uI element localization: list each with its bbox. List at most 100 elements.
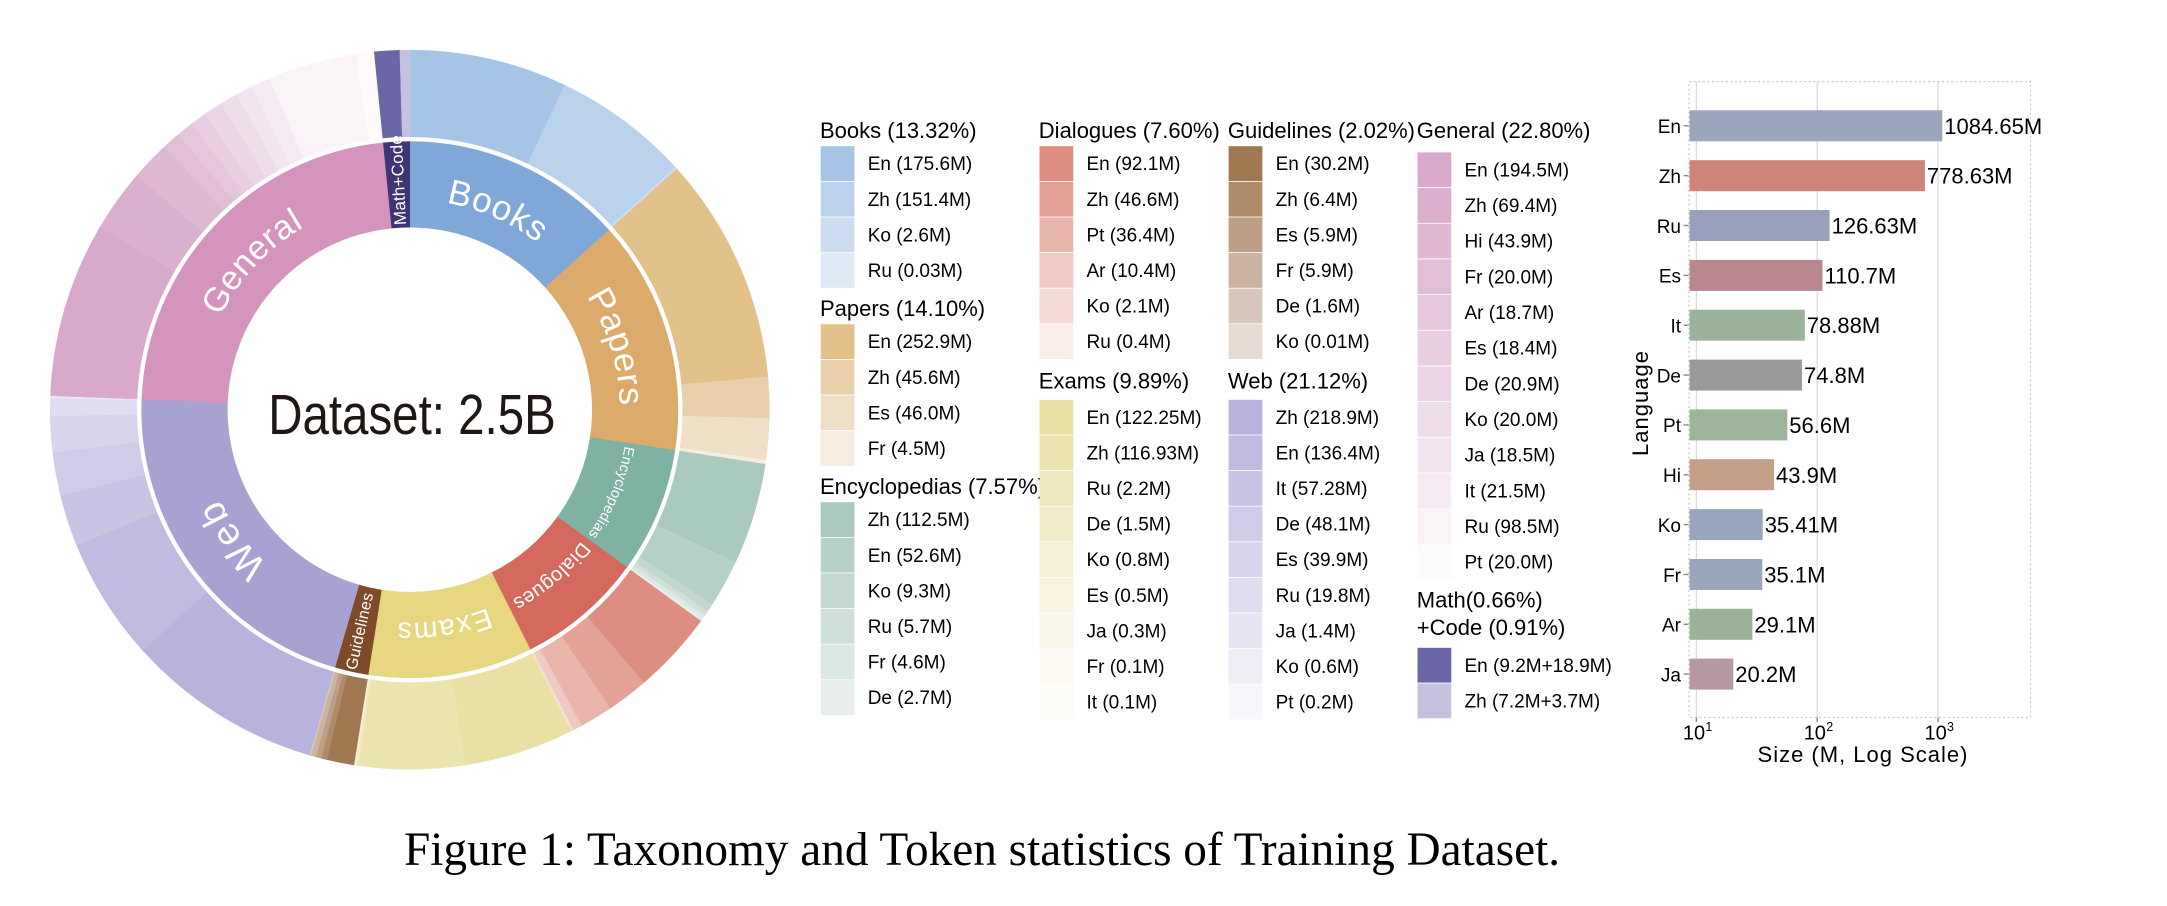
- svg-text:Ja (1.4M): Ja (1.4M): [1276, 621, 1356, 642]
- svg-text:43.9M: 43.9M: [1776, 463, 1837, 488]
- svg-text:778.63M: 778.63M: [1927, 164, 2013, 189]
- svg-text:Ru (0.03M): Ru (0.03M): [868, 261, 963, 282]
- svg-text:Zh (218.9M): Zh (218.9M): [1276, 408, 1379, 429]
- svg-text:Es (39.9M): Es (39.9M): [1276, 550, 1369, 571]
- svg-text:De (1.6M): De (1.6M): [1276, 297, 1360, 318]
- svg-text:Language: Language: [1628, 350, 1653, 456]
- svg-text:It (21.5M): It (21.5M): [1465, 481, 1546, 502]
- svg-text:10: 10: [1804, 723, 1826, 745]
- svg-text:Exams (9.89%): Exams (9.89%): [1039, 369, 1189, 394]
- svg-text:Ja (0.3M): Ja (0.3M): [1087, 621, 1167, 642]
- svg-text:De (1.5M): De (1.5M): [1087, 515, 1171, 536]
- svg-text:En: En: [1658, 117, 1681, 138]
- svg-text:Fr (4.5M): Fr (4.5M): [868, 439, 946, 460]
- svg-text:Size (M, Log Scale): Size (M, Log Scale): [1758, 742, 1969, 767]
- svg-text:10: 10: [1925, 723, 1947, 745]
- svg-text:It (57.28M): It (57.28M): [1276, 479, 1368, 500]
- svg-text:De (20.9M): De (20.9M): [1465, 374, 1560, 395]
- svg-text:Ru (19.8M): Ru (19.8M): [1276, 586, 1371, 607]
- svg-text:Ru (0.4M): Ru (0.4M): [1087, 332, 1171, 353]
- svg-text:Ru (2.2M): Ru (2.2M): [1087, 479, 1171, 500]
- svg-text:Ru: Ru: [1657, 217, 1681, 238]
- svg-text:Math+Code: Math+Code: [387, 134, 410, 225]
- svg-text:Zh (151.4M): Zh (151.4M): [868, 190, 971, 211]
- svg-text:It (0.1M): It (0.1M): [1087, 693, 1158, 714]
- svg-text:Fr (4.6M): Fr (4.6M): [868, 653, 946, 674]
- svg-text:Web (21.12%): Web (21.12%): [1228, 369, 1368, 394]
- svg-text:En (252.9M): En (252.9M): [868, 332, 973, 353]
- svg-text:Fr (5.9M): Fr (5.9M): [1276, 261, 1354, 282]
- svg-text:Pt: Pt: [1663, 416, 1682, 437]
- svg-text:Zh (7.2M+3.7M): Zh (7.2M+3.7M): [1465, 692, 1601, 713]
- svg-text:Guidelines (2.02%): Guidelines (2.02%): [1228, 118, 1415, 143]
- svg-text:En (175.6M): En (175.6M): [868, 154, 973, 175]
- svg-text:Zh: Zh: [1659, 167, 1681, 188]
- svg-text:General (22.80%): General (22.80%): [1417, 118, 1591, 143]
- svg-text:29.1M: 29.1M: [1754, 612, 1815, 637]
- svg-text:De (48.1M): De (48.1M): [1276, 515, 1371, 536]
- svg-text:Pt (0.2M): Pt (0.2M): [1276, 693, 1354, 714]
- svg-text:Hi: Hi: [1663, 466, 1681, 487]
- svg-text:Fr (20.0M): Fr (20.0M): [1465, 267, 1554, 288]
- svg-text:Ar (10.4M): Ar (10.4M): [1087, 261, 1177, 282]
- svg-text:Ja: Ja: [1661, 665, 1682, 686]
- svg-text:Ko (9.3M): Ko (9.3M): [868, 581, 951, 602]
- svg-text:Ko (2.6M): Ko (2.6M): [868, 225, 951, 246]
- svg-text:En (136.4M): En (136.4M): [1276, 443, 1381, 464]
- svg-text:126.63M: 126.63M: [1832, 214, 1918, 239]
- svg-text:Es (0.5M): Es (0.5M): [1087, 586, 1169, 607]
- svg-text:Hi (43.9M): Hi (43.9M): [1465, 232, 1554, 253]
- svg-text:35.41M: 35.41M: [1765, 513, 1838, 538]
- svg-text:Encyclopedias (7.57%): Encyclopedias (7.57%): [820, 474, 1045, 499]
- svg-text:Ru (98.5M): Ru (98.5M): [1465, 517, 1560, 538]
- svg-text:Zh (46.6M): Zh (46.6M): [1087, 190, 1180, 211]
- svg-text:10: 10: [1683, 723, 1705, 745]
- svg-text:20.2M: 20.2M: [1735, 662, 1796, 687]
- svg-text:De (2.7M): De (2.7M): [868, 688, 952, 709]
- svg-text:En (52.6M): En (52.6M): [868, 546, 962, 567]
- svg-text:Ko (0.6M): Ko (0.6M): [1276, 657, 1359, 678]
- svg-text:Es (5.9M): Es (5.9M): [1276, 225, 1358, 246]
- svg-text:+Code (0.91%): +Code (0.91%): [1417, 615, 1566, 640]
- svg-text:Ko (2.1M): Ko (2.1M): [1087, 297, 1170, 318]
- svg-text:Pt (36.4M): Pt (36.4M): [1087, 225, 1176, 246]
- svg-text:Ja (18.5M): Ja (18.5M): [1465, 446, 1556, 467]
- svg-text:1: 1: [1705, 720, 1712, 734]
- svg-text:Dialogues (7.60%): Dialogues (7.60%): [1039, 118, 1220, 143]
- svg-text:En (92.1M): En (92.1M): [1087, 154, 1181, 175]
- svg-text:En (122.25M): En (122.25M): [1087, 408, 1202, 429]
- svg-text:Es: Es: [1659, 267, 1681, 288]
- svg-text:Zh (116.93M): Zh (116.93M): [1087, 443, 1200, 464]
- svg-text:78.88M: 78.88M: [1807, 313, 1880, 338]
- svg-text:Ar: Ar: [1662, 616, 1682, 637]
- svg-text:Zh (112.5M): Zh (112.5M): [868, 510, 970, 531]
- svg-text:En (30.2M): En (30.2M): [1276, 154, 1370, 175]
- svg-text:Dataset: 2.5B: Dataset: 2.5B: [268, 384, 556, 447]
- svg-text:Pt (20.0M): Pt (20.0M): [1465, 553, 1554, 574]
- svg-text:Ko (20.0M): Ko (20.0M): [1465, 410, 1559, 431]
- svg-text:Fr: Fr: [1663, 566, 1682, 587]
- svg-text:35.1M: 35.1M: [1764, 563, 1825, 588]
- svg-text:Ko (0.8M): Ko (0.8M): [1087, 550, 1170, 571]
- svg-text:En (194.5M): En (194.5M): [1465, 160, 1570, 181]
- svg-text:Math(0.66%): Math(0.66%): [1417, 588, 1543, 613]
- svg-text:En (9.2M+18.9M): En (9.2M+18.9M): [1465, 656, 1612, 677]
- svg-text:It: It: [1670, 317, 1681, 338]
- svg-text:Books (13.32%): Books (13.32%): [820, 118, 977, 143]
- svg-text:110.7M: 110.7M: [1825, 263, 1897, 288]
- svg-text:Zh (6.4M): Zh (6.4M): [1276, 190, 1358, 211]
- svg-text:Ko: Ko: [1658, 516, 1681, 537]
- svg-text:2: 2: [1826, 720, 1833, 734]
- svg-text:Ar (18.7M): Ar (18.7M): [1465, 303, 1555, 324]
- svg-text:Es (46.0M): Es (46.0M): [868, 403, 961, 424]
- svg-text:Ru (5.7M): Ru (5.7M): [868, 617, 952, 638]
- svg-text:Figure 1: Taxonomy and Token s: Figure 1: Taxonomy and Token statistics …: [404, 823, 1560, 875]
- svg-text:Fr (0.1M): Fr (0.1M): [1087, 657, 1165, 678]
- svg-text:Papers (14.10%): Papers (14.10%): [820, 296, 985, 321]
- svg-text:Zh (45.6M): Zh (45.6M): [868, 368, 961, 389]
- svg-text:74.8M: 74.8M: [1804, 363, 1865, 388]
- svg-text:Zh (69.4M): Zh (69.4M): [1465, 196, 1558, 217]
- svg-text:Es (18.4M): Es (18.4M): [1465, 339, 1558, 360]
- svg-text:Ko (0.01M): Ko (0.01M): [1276, 332, 1370, 353]
- svg-text:1084.65M: 1084.65M: [1944, 114, 2042, 139]
